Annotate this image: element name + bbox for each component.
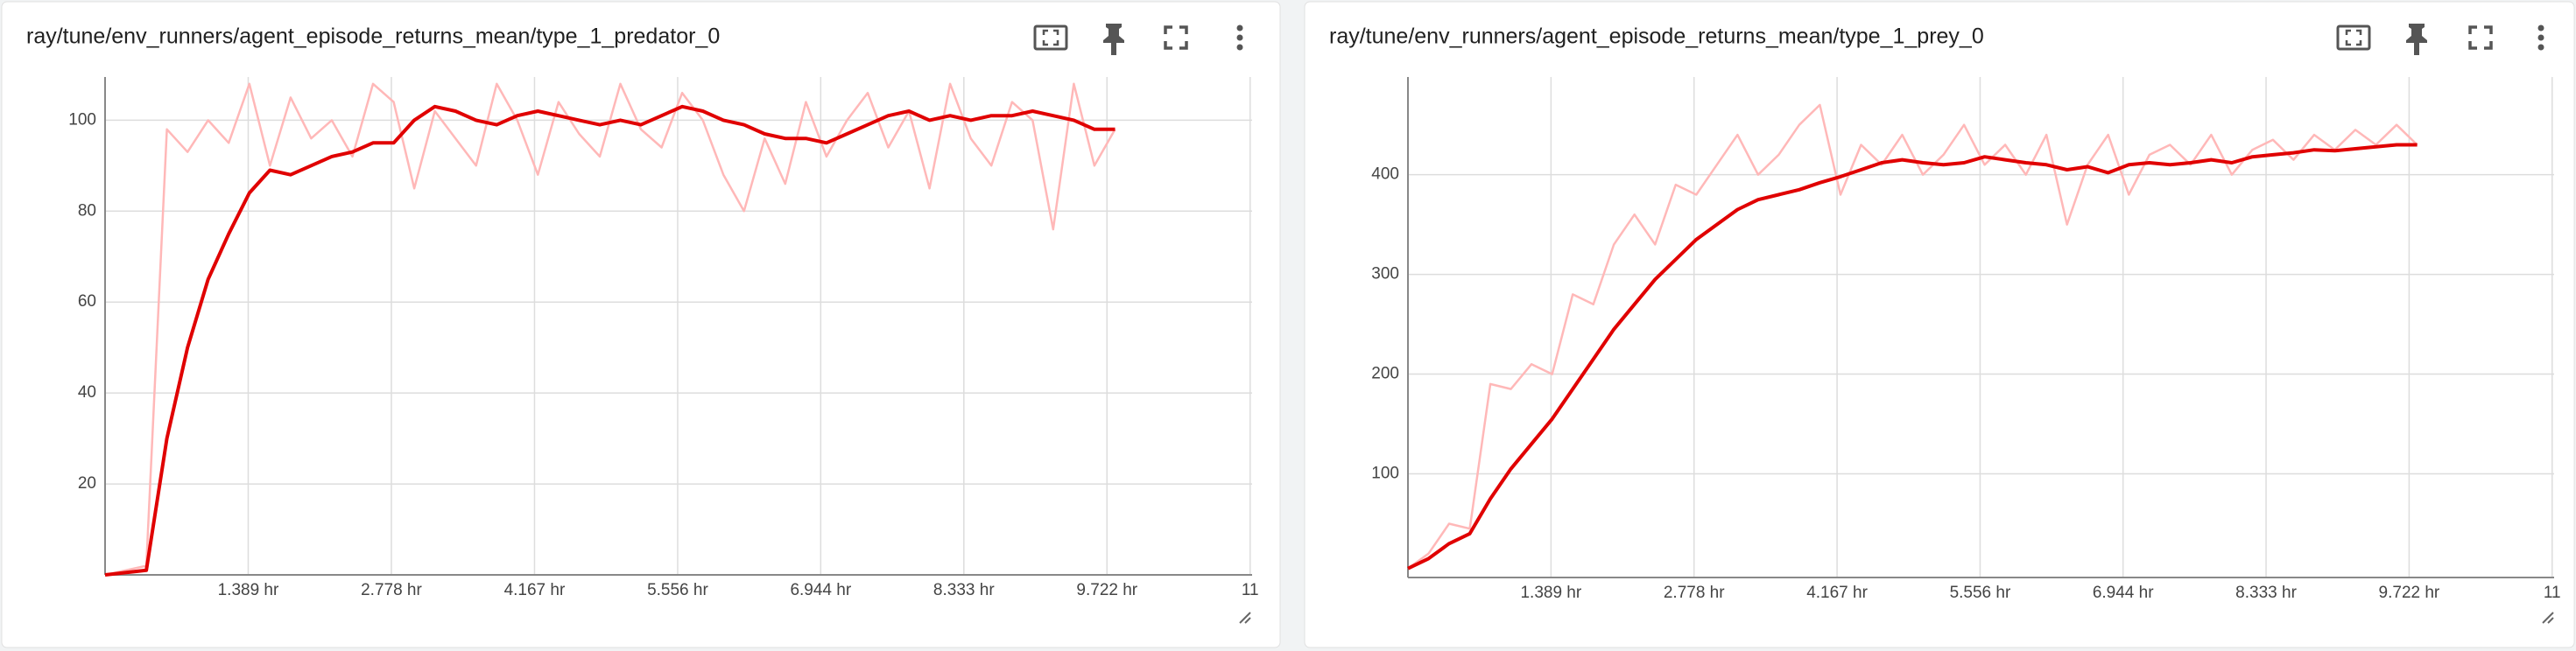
fullscreen-button[interactable] bbox=[2468, 25, 2493, 50]
x-tick-label: 8.333 hr bbox=[2235, 584, 2297, 602]
x-tick-label: 5.556 hr bbox=[1950, 584, 2011, 602]
y-tick-label: 20 bbox=[78, 474, 96, 493]
x-tick-label: 2.778 hr bbox=[1664, 584, 1725, 602]
card bbox=[1, 1, 1281, 648]
fullscreen-button[interactable] bbox=[1164, 25, 1188, 50]
y-tick-label: 60 bbox=[78, 292, 96, 311]
y-tick-label: 40 bbox=[78, 383, 96, 402]
x-tick-label: 2.778 hr bbox=[361, 581, 422, 599]
y-tick-label: 200 bbox=[1371, 365, 1399, 383]
x-tick-label: 6.944 hr bbox=[2093, 584, 2154, 602]
x-tick-label: 9.722 hr bbox=[2379, 584, 2440, 602]
x-tick-label: 4.167 hr bbox=[504, 581, 566, 599]
x-tick-label: 8.333 hr bbox=[933, 581, 995, 599]
chart-title: ray/tune/env_runners/agent_episode_retur… bbox=[26, 24, 720, 49]
y-tick-label: 100 bbox=[68, 110, 96, 129]
smoothed-line bbox=[104, 104, 1116, 577]
raw-line bbox=[104, 82, 1116, 577]
toolbar bbox=[1033, 24, 1243, 55]
fit-button[interactable] bbox=[2336, 24, 2371, 51]
raw-line bbox=[1407, 103, 2418, 570]
x-tick-label: 1.389 hr bbox=[1520, 584, 1581, 602]
smoothed-line bbox=[1407, 143, 2418, 570]
pin-button[interactable] bbox=[2406, 24, 2427, 55]
pin-button[interactable] bbox=[1103, 24, 1124, 55]
y-tick-label: 400 bbox=[1371, 165, 1399, 184]
x-tick-label: 9.722 hr bbox=[1076, 581, 1137, 599]
x-tick-label: 6.944 hr bbox=[790, 581, 851, 599]
x-tick-label: 11 bbox=[1242, 581, 1259, 599]
y-tick-label: 80 bbox=[78, 201, 96, 220]
chart-title: ray/tune/env_runners/agent_episode_retur… bbox=[1329, 24, 1984, 49]
toolbar bbox=[2336, 24, 2544, 55]
y-tick-label: 300 bbox=[1371, 265, 1399, 284]
more-button[interactable] bbox=[2537, 24, 2544, 51]
card bbox=[1304, 1, 2575, 648]
x-tick-label: 5.556 hr bbox=[647, 581, 708, 599]
more-button[interactable] bbox=[1236, 24, 1243, 51]
x-tick-label: 4.167 hr bbox=[1806, 584, 1868, 602]
fit-button[interactable] bbox=[1033, 24, 1068, 51]
resize-handle[interactable] bbox=[1239, 612, 1251, 624]
resize-handle[interactable] bbox=[2542, 612, 2554, 624]
x-tick-label: 1.389 hr bbox=[218, 581, 279, 599]
x-tick-label: 11 bbox=[2544, 584, 2561, 602]
y-tick-label: 100 bbox=[1371, 465, 1399, 483]
